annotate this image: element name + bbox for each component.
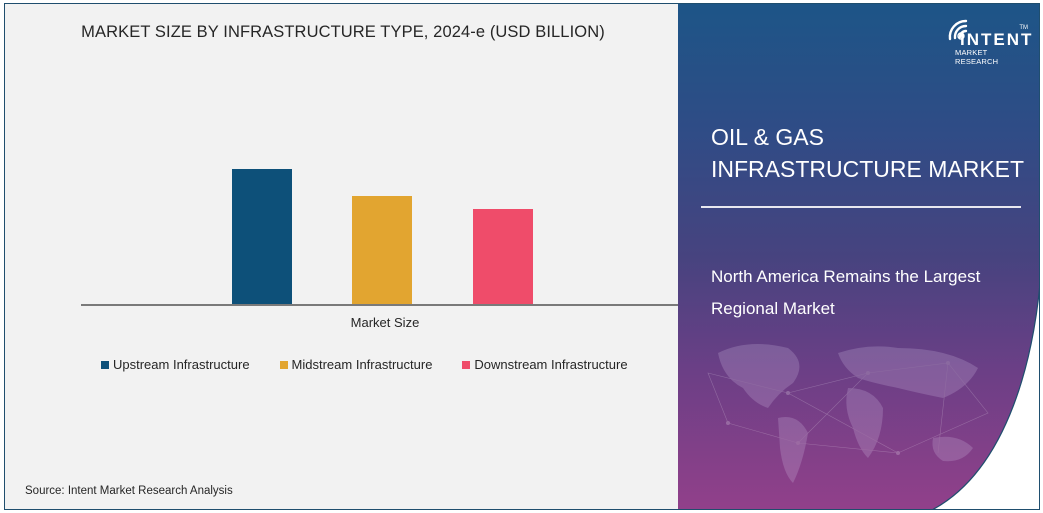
legend-item-midstream: Midstream Infrastructure	[279, 357, 433, 372]
chart-legend: Upstream Infrastructure Midstream Infras…	[101, 357, 658, 372]
legend-label: Midstream Infrastructure	[291, 357, 433, 372]
legend-swatch-upstream	[101, 360, 109, 369]
bar-chart: Market Size	[5, 4, 681, 404]
title-panel: INTENT TM MARKET RESEARCH OIL & GAS INFR…	[678, 4, 1039, 509]
panel-curve-cutout	[932, 287, 1039, 509]
bar-midstream	[352, 196, 412, 304]
legend-label: Downstream Infrastructure	[474, 357, 628, 372]
report-title: OIL & GAS INFRASTRUCTURE MARKET	[711, 121, 1024, 185]
x-axis-line	[81, 304, 681, 306]
title-divider	[701, 206, 1021, 208]
legend-item-downstream: Downstream Infrastructure	[462, 357, 628, 372]
source-note: Source: Intent Market Research Analysis	[25, 485, 233, 497]
legend-swatch-downstream	[462, 360, 471, 369]
logo-trademark: TM	[1019, 25, 1028, 31]
bar-upstream	[232, 169, 292, 304]
legend-swatch-midstream	[279, 360, 288, 369]
legend-label: Upstream Infrastructure	[113, 357, 250, 372]
x-axis-category-label: Market Size	[350, 315, 420, 330]
signal-waves-icon	[948, 19, 968, 41]
key-insight: North America Remains the Largest Region…	[711, 261, 980, 325]
intent-logo: INTENT TM MARKET RESEARCH	[938, 13, 1031, 66]
key-insight-line-2: Regional Market	[711, 299, 835, 318]
chart-title: MARKET SIZE BY INFRASTRUCTURE TYPE, 2024…	[81, 23, 605, 41]
bar-downstream	[473, 209, 533, 304]
logo-wordmark: INTENT	[960, 30, 1034, 49]
key-insight-line-1: North America Remains the Largest	[711, 267, 981, 286]
report-title-line-2: INFRASTRUCTURE MARKET	[711, 156, 1025, 182]
infographic-frame: MARKET SIZE BY INFRASTRUCTURE TYPE, 2024…	[4, 3, 1040, 510]
logo-subtitle: MARKET RESEARCH	[955, 48, 999, 66]
legend-item-upstream: Upstream Infrastructure	[101, 357, 250, 372]
world-network-map-icon	[707, 344, 989, 483]
report-title-line-1: OIL & GAS	[711, 124, 824, 150]
